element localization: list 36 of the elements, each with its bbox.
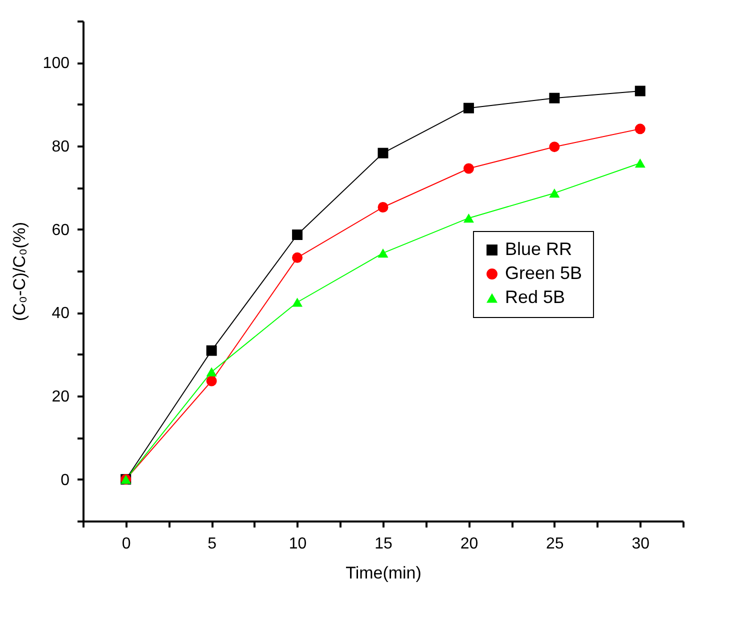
point [292, 252, 303, 263]
legend-label: Green 5B [505, 263, 582, 283]
y-tick-label: 100 [42, 55, 70, 72]
x-tick-label: 30 [632, 536, 650, 552]
y-axis-title: (C₀-C)/C₀(%) [10, 222, 29, 322]
point [378, 248, 388, 258]
x-tick-label: 20 [460, 536, 478, 552]
point [378, 148, 388, 158]
x-tick-label: 25 [546, 536, 564, 552]
point [634, 124, 646, 134]
point [206, 345, 217, 356]
point [463, 214, 474, 223]
point [463, 102, 474, 114]
point [378, 202, 388, 212]
point [549, 142, 560, 152]
x-tick-label: 15 [374, 536, 392, 552]
point [463, 163, 474, 174]
y-tick-label: 20 [52, 388, 70, 406]
y-tick-label: 60 [52, 222, 70, 239]
legend-label: Blue RR [505, 239, 572, 259]
x-axis-title: Time(min) [346, 564, 422, 582]
point [292, 298, 303, 307]
legend-label: Red 5B [505, 287, 566, 307]
point [634, 86, 646, 96]
point [292, 230, 303, 240]
x-tick-label: 5 [208, 536, 217, 552]
point [634, 158, 646, 168]
point [549, 188, 560, 198]
point [206, 376, 217, 386]
y-tick-label: 0 [60, 472, 70, 489]
point [206, 367, 217, 376]
point [549, 92, 560, 104]
y-tick-label: 80 [52, 138, 70, 156]
y-tick-label: 40 [52, 305, 70, 322]
x-tick-label: 10 [288, 536, 307, 552]
x-tick-label: 0 [122, 536, 131, 552]
